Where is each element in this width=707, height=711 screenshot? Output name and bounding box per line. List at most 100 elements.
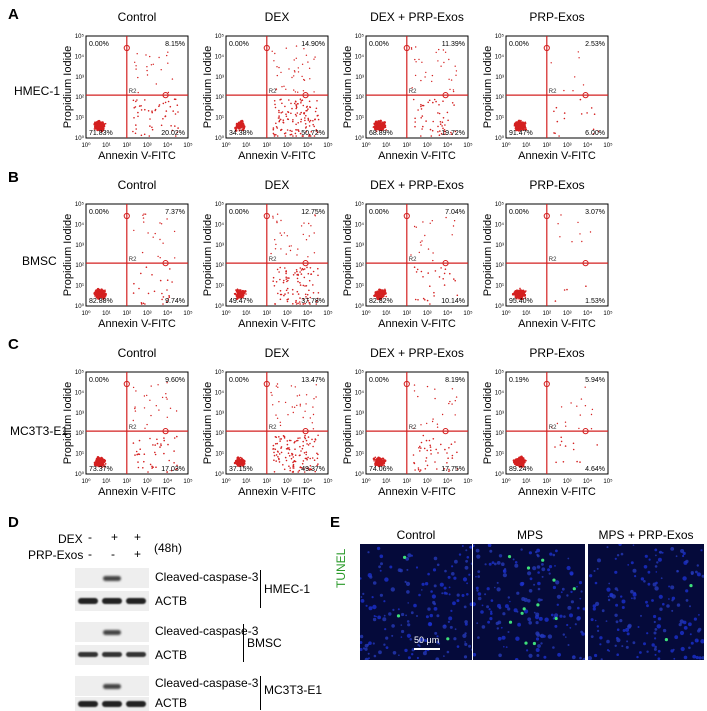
nucleus bbox=[448, 586, 451, 589]
flow-event-ll bbox=[523, 459, 525, 462]
flow-event-ll bbox=[102, 127, 105, 129]
flow-event-ll bbox=[240, 295, 243, 297]
flow-event-ll bbox=[97, 123, 99, 126]
flow-event-lr bbox=[454, 130, 457, 133]
flow-event-lr bbox=[312, 445, 314, 448]
flow-event-lr bbox=[147, 471, 149, 473]
flow-event-lr bbox=[144, 303, 146, 305]
nucleus bbox=[639, 651, 642, 654]
flow-event-lr bbox=[426, 299, 429, 302]
flow-event-lr bbox=[284, 105, 286, 108]
nucleus bbox=[679, 619, 684, 624]
flow-event-lr bbox=[300, 273, 303, 275]
x-axis-label: Annexin V-FITC bbox=[238, 150, 316, 162]
nucleus bbox=[447, 620, 450, 623]
flow-event-lr bbox=[288, 448, 291, 451]
flow-event-lr bbox=[132, 99, 135, 102]
nucleus bbox=[654, 628, 658, 631]
y-axis-label: Propidium Iodide bbox=[482, 382, 494, 465]
flow-event-ur bbox=[307, 256, 309, 258]
nucleus bbox=[695, 570, 698, 574]
x-tick: 10⁴ bbox=[303, 478, 313, 485]
flow-event-lr bbox=[313, 125, 315, 128]
y-tick: 10³ bbox=[495, 243, 504, 249]
nucleus bbox=[535, 648, 540, 652]
nucleus bbox=[632, 592, 637, 597]
y-tick: 10³ bbox=[355, 75, 364, 81]
gate-handle-right bbox=[442, 92, 449, 99]
y-tick: 10⁵ bbox=[495, 369, 505, 376]
y-axis-label: Propidium Iodide bbox=[202, 382, 214, 465]
tunel-positive-cell bbox=[403, 555, 407, 559]
flow-event-ll bbox=[383, 464, 385, 467]
flow-event-ur bbox=[434, 388, 436, 390]
gate-label: R2 bbox=[409, 425, 417, 431]
flow-event-lr bbox=[554, 300, 557, 302]
nucleus bbox=[630, 589, 634, 594]
flow-event-ll bbox=[244, 290, 247, 293]
flow-event-lr bbox=[173, 437, 176, 439]
nucleus bbox=[383, 643, 386, 646]
flow-event-lr bbox=[275, 454, 278, 456]
flow-event-ur bbox=[285, 253, 287, 255]
flow-event-ur bbox=[436, 426, 439, 428]
y-tick: 10³ bbox=[75, 411, 84, 417]
x-tick: 10⁰ bbox=[361, 478, 371, 485]
flow-event-ur bbox=[296, 404, 298, 407]
flow-event-ll bbox=[379, 128, 381, 131]
flow-event-lr bbox=[164, 101, 167, 104]
flow-event-ll bbox=[99, 121, 101, 124]
pct-ur: 11.39% bbox=[442, 41, 465, 48]
flow-event-ur bbox=[414, 58, 416, 61]
flow-event-ur bbox=[579, 233, 581, 235]
nucleus bbox=[360, 577, 362, 580]
flow-event-ur bbox=[565, 425, 567, 427]
nucleus bbox=[688, 646, 691, 650]
gate-label: R2 bbox=[269, 425, 277, 431]
flow-event-ur bbox=[576, 405, 578, 407]
flow-event-lr bbox=[282, 119, 285, 121]
flow-event-ur bbox=[280, 71, 282, 74]
flow-event-ur bbox=[582, 84, 585, 86]
nucleus bbox=[451, 572, 455, 576]
flow-event-lr bbox=[412, 454, 415, 456]
nucleus bbox=[450, 609, 453, 612]
flow-event-lr bbox=[290, 457, 293, 460]
flow-event-lr bbox=[282, 464, 284, 466]
nucleus bbox=[451, 565, 454, 568]
flow-event-ur bbox=[301, 63, 304, 65]
panel-label-e: E bbox=[330, 514, 341, 531]
flow-event-lr bbox=[174, 125, 176, 127]
nucleus bbox=[685, 559, 689, 564]
flow-event-lr bbox=[159, 446, 161, 448]
flow-event-lr bbox=[176, 104, 179, 106]
flow-event-ur bbox=[286, 235, 288, 237]
flow-event-lr bbox=[424, 299, 426, 301]
flow-event-ll bbox=[96, 291, 99, 293]
flow-event-lr bbox=[149, 125, 151, 127]
flow-event-ur bbox=[449, 400, 451, 403]
flow-event-lr bbox=[137, 461, 139, 463]
flow-event-ll bbox=[103, 464, 106, 466]
flow-event-lr bbox=[579, 461, 581, 463]
flow-event-lr bbox=[143, 133, 146, 136]
flow-event-ur bbox=[308, 67, 311, 69]
gate-handle-right bbox=[302, 428, 309, 435]
flow-event-lr bbox=[316, 464, 318, 467]
flow-event-ur bbox=[452, 89, 455, 91]
nucleus bbox=[533, 583, 536, 586]
flow-event-ll bbox=[97, 295, 99, 297]
flow-event-ur bbox=[175, 410, 178, 412]
flow-event-lr bbox=[140, 302, 143, 304]
x-tick: 10³ bbox=[423, 311, 432, 317]
flow-event-lr bbox=[295, 301, 297, 303]
y-tick: 10² bbox=[75, 431, 84, 437]
flow-event-lr bbox=[306, 266, 308, 269]
flow-event-ur bbox=[584, 386, 586, 388]
flow-event-ur bbox=[287, 414, 289, 416]
y-tick: 10⁰ bbox=[215, 303, 225, 310]
flow-event-lr bbox=[274, 443, 277, 445]
flow-event-ur bbox=[296, 395, 298, 397]
flow-event-lr bbox=[279, 266, 281, 269]
